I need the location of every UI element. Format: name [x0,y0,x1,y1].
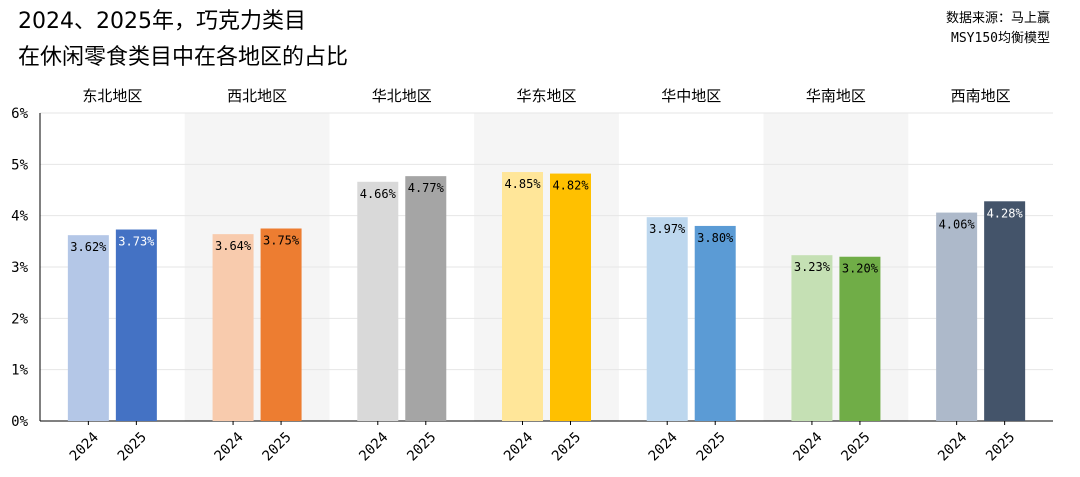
data-source-label: 数据来源：马上赢 [945,11,1050,26]
bar [936,212,978,421]
x-tick-label: 2025 [260,429,295,464]
x-tick-label: 2025 [838,429,873,464]
bar [550,173,591,421]
y-tick-label: 6% [11,106,28,122]
y-tick-label: 0% [11,414,28,430]
y-tick-label: 4% [11,209,28,225]
bar [984,201,1026,421]
bar [67,235,109,421]
data-label: 3.23% [794,260,831,274]
region-label: 华北地区 [372,87,432,105]
x-tick-label: 2025 [115,429,150,464]
region-label: 华南地区 [806,87,866,105]
data-label: 3.64% [215,239,252,253]
x-tick-label: 2025 [549,429,584,464]
bar [791,255,833,421]
data-label: 4.06% [939,218,976,232]
data-label: 3.97% [649,222,686,236]
x-tick-label: 2025 [694,429,729,464]
bar [502,172,543,421]
data-label: 4.66% [360,187,397,201]
y-tick-label: 1% [11,363,28,379]
bar [212,234,254,421]
data-model-label: MSY150均衡模型 [951,31,1050,46]
bar [260,228,302,421]
data-label: 3.20% [842,262,879,276]
x-tick-label: 2024 [646,429,681,464]
data-label: 3.80% [697,231,734,245]
x-tick-label: 2024 [935,429,970,464]
data-label: 4.77% [408,181,445,195]
data-label: 4.82% [552,179,589,193]
x-tick-label: 2024 [790,429,825,464]
x-tick-label: 2024 [67,429,102,464]
region-label: 华中地区 [661,87,721,105]
x-tick-label: 2024 [501,429,536,464]
region-label: 华东地区 [516,87,576,105]
chart-title-line-2: 在休闲零食类目中在各地区的占比 [18,45,349,70]
region-label: 东北地区 [82,87,142,105]
y-tick-label: 3% [11,260,28,276]
bar [115,229,157,421]
y-tick-label: 5% [11,157,28,173]
region-label: 西南地区 [951,87,1011,105]
y-tick-label: 2% [11,311,28,327]
bar [839,256,881,421]
data-label: 3.75% [263,234,300,248]
x-tick-label: 2024 [212,429,247,464]
bar [357,181,399,421]
data-label: 4.28% [987,206,1024,220]
region-label: 西北地区 [227,87,287,105]
bar [694,225,736,421]
x-tick-label: 2025 [983,429,1018,464]
data-label: 3.73% [118,235,155,249]
data-label: 3.62% [70,240,107,254]
bar [405,176,447,421]
data-label: 4.85% [504,177,541,191]
chart-title-line-1: 2024、2025年，巧克力类目 [18,9,306,34]
x-tick-label: 2025 [404,429,439,464]
x-tick-label: 2024 [356,429,391,464]
bar [646,217,688,421]
